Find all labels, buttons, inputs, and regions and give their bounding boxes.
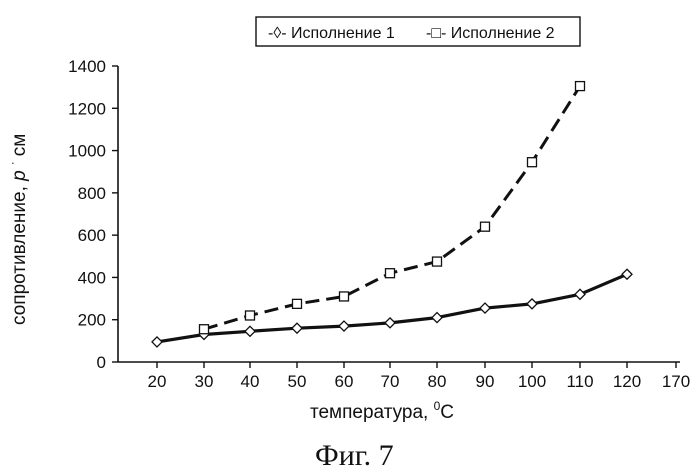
x-tick-label: 90 bbox=[476, 372, 495, 391]
x-axis-title-unit: C bbox=[440, 402, 454, 423]
x-axis-title: температура, 0C bbox=[310, 399, 454, 423]
y-axis-title-text: сопротивление, bbox=[9, 181, 30, 325]
series-2-point bbox=[576, 82, 585, 91]
x-tick-label: 80 bbox=[428, 372, 447, 391]
series-1-point bbox=[622, 269, 632, 279]
series-1-point bbox=[339, 321, 349, 331]
x-tick-label: 70 bbox=[381, 372, 400, 391]
series-lines bbox=[157, 86, 627, 342]
series-2-point bbox=[433, 257, 442, 266]
y-tick-label: 400 bbox=[78, 268, 106, 287]
series-2-point bbox=[340, 292, 349, 301]
x-tick-label: 170 bbox=[662, 372, 690, 391]
y-tick-label: 600 bbox=[78, 226, 106, 245]
y-axis-title-rho: p bbox=[9, 170, 30, 182]
x-tick-label: 110 bbox=[566, 372, 593, 391]
y-axis-title-dot: · bbox=[5, 161, 19, 165]
series-1-point bbox=[292, 323, 302, 333]
x-tick-label: 50 bbox=[288, 372, 307, 391]
y-tick-label: 0 bbox=[97, 353, 106, 372]
series-2-point bbox=[293, 299, 302, 308]
x-axis-title-text: температура, bbox=[310, 402, 434, 423]
series-2-point bbox=[528, 158, 537, 167]
axes bbox=[118, 66, 680, 362]
y-tick-label: 800 bbox=[78, 184, 106, 203]
series-2-point bbox=[246, 311, 255, 320]
series-1-point bbox=[152, 337, 162, 347]
x-tick-label: 60 bbox=[335, 372, 354, 391]
series-1-point bbox=[385, 318, 395, 328]
y-tick-label: 1200 bbox=[68, 99, 106, 118]
legend-label-series-1: -◊- Исполнение 1 bbox=[268, 25, 395, 42]
y-axis-title: сопротивление, p · см bbox=[5, 134, 30, 325]
series-1-point bbox=[527, 299, 537, 309]
series-1-point bbox=[575, 289, 585, 299]
series-1-point bbox=[432, 313, 442, 323]
x-tick-label: 20 bbox=[148, 372, 167, 391]
y-tick-label: 1400 bbox=[68, 57, 106, 76]
series-1-line bbox=[157, 274, 627, 342]
series-2-point bbox=[200, 325, 209, 334]
x-tick-label: 120 bbox=[613, 372, 641, 391]
y-tick-label: 1000 bbox=[68, 142, 106, 161]
y-ticks: 0 200 400 600 800 1000 1200 1400 bbox=[68, 57, 118, 372]
x-tick-label: 40 bbox=[241, 372, 260, 391]
chart: -◊- Исполнение 1 -□- Исполнение 2 0 200 40… bbox=[0, 0, 699, 475]
figure-caption: Фиг. 7 bbox=[315, 439, 394, 472]
series-2-point bbox=[386, 269, 395, 278]
series-1-point bbox=[480, 303, 490, 313]
legend-label-series-2: -□- Исполнение 2 bbox=[426, 25, 555, 42]
legend: -◊- Исполнение 1 -□- Исполнение 2 bbox=[256, 17, 580, 46]
x-ticks: 20 30 40 50 60 70 80 90 100 110 120 170 bbox=[148, 362, 691, 391]
series-markers bbox=[152, 82, 632, 347]
y-axis-title-unit: см bbox=[9, 134, 30, 157]
y-tick-label: 200 bbox=[78, 311, 106, 330]
series-2-point bbox=[481, 222, 490, 231]
x-tick-label: 100 bbox=[518, 372, 546, 391]
series-2-line bbox=[204, 86, 580, 329]
x-tick-label: 30 bbox=[195, 372, 214, 391]
series-1-point bbox=[245, 326, 255, 336]
